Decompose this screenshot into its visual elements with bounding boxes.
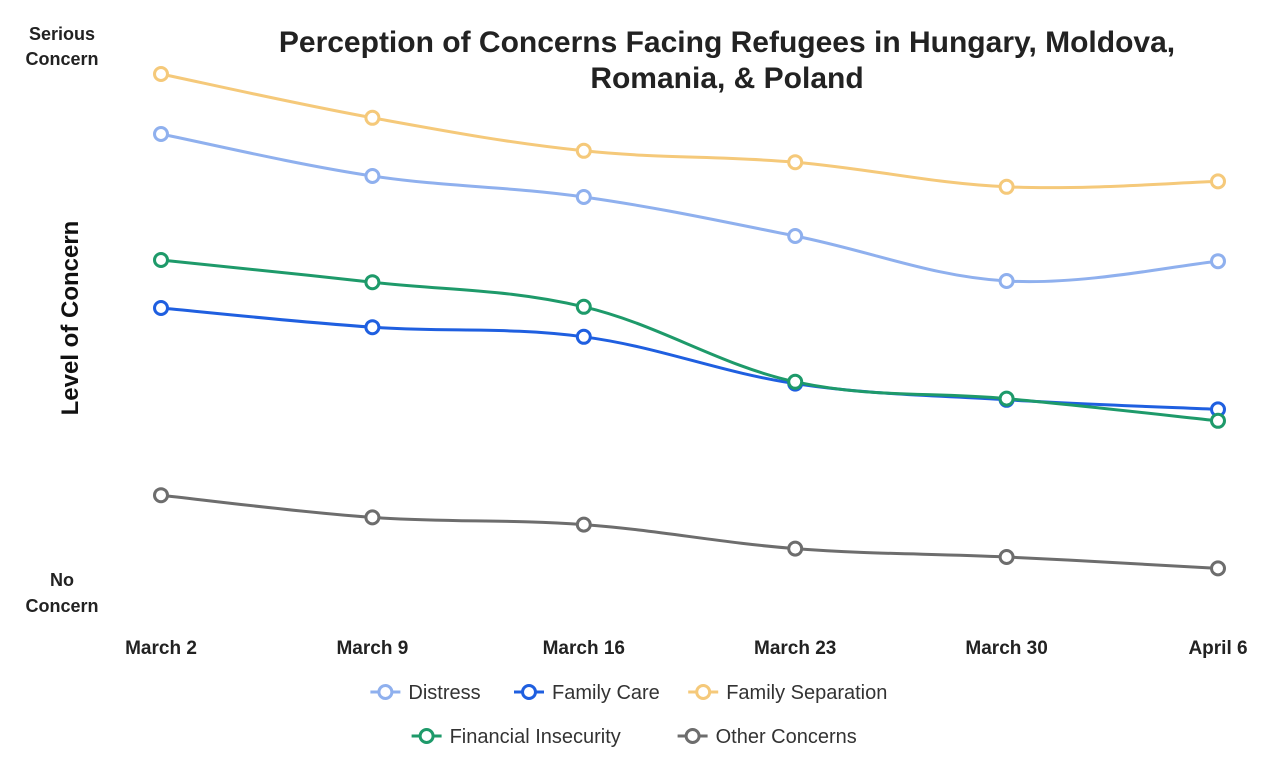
- y-bottom-label-line-1: No: [50, 570, 74, 590]
- x-axis-ticks: March 2 March 9 March 16 March 23 March 30 Ap…: [125, 638, 1247, 659]
- y-top-label-line-1: Serious: [29, 24, 95, 44]
- y-axis-title: Level of Concern: [57, 221, 84, 416]
- legend: Distress Family Care Family Separation Fina…: [370, 682, 887, 748]
- series-lines: [159, 72, 1220, 570]
- legend-label: Other Concerns: [716, 726, 857, 748]
- legend-label: Family Care: [552, 682, 660, 704]
- chart-title-line-1: Perception of Concerns Facing Refugees i…: [279, 26, 1175, 59]
- data-point-financial-insecurity: [998, 390, 1015, 407]
- legend-item-other-concerns[interactable]: Other Concerns: [677, 726, 857, 748]
- data-point-family-care: [364, 319, 381, 336]
- data-point-distress: [998, 273, 1015, 289]
- data-point-other-concerns: [153, 487, 169, 504]
- series-line-family-care: [159, 306, 1220, 411]
- data-point-distress: [575, 189, 592, 205]
- series-line-other-concerns: [159, 493, 1220, 570]
- data-point-financial-insecurity: [575, 298, 592, 315]
- x-tick-label: March 30: [965, 638, 1047, 659]
- legend-item-family-separation[interactable]: Family Separation: [688, 682, 887, 704]
- data-point-family-care: [153, 300, 169, 316]
- data-point-financial-insecurity: [1210, 412, 1226, 429]
- series-line-family-separation: [159, 72, 1220, 190]
- y-bottom-label-line-2: Concern: [25, 596, 98, 616]
- legend-item-financial-insecurity[interactable]: Financial Insecurity: [411, 726, 621, 748]
- chart-title: Perception of Concerns Facing Refugees i…: [279, 26, 1175, 95]
- data-point-family-separation: [787, 154, 804, 171]
- data-point-family-separation: [364, 109, 381, 126]
- x-tick-label: March 23: [754, 638, 836, 659]
- series-line-financial-insecurity: [159, 258, 1220, 423]
- legend-label: Distress: [408, 682, 480, 704]
- data-point-distress: [364, 168, 381, 184]
- data-point-financial-insecurity: [364, 274, 381, 291]
- data-point-financial-insecurity: [153, 252, 169, 268]
- legend-item-family-care[interactable]: Family Care: [514, 682, 660, 704]
- x-tick-label: March 16: [543, 638, 625, 659]
- data-point-financial-insecurity: [787, 373, 804, 390]
- data-point-family-separation: [1210, 173, 1226, 190]
- data-point-other-concerns: [1210, 560, 1226, 577]
- x-tick-label: April 6: [1188, 638, 1247, 659]
- legend-swatch-marker: [521, 684, 537, 700]
- data-point-family-separation: [998, 178, 1015, 195]
- data-point-other-concerns: [998, 549, 1015, 565]
- data-point-distress: [153, 126, 169, 142]
- data-point-family-separation: [153, 66, 169, 82]
- data-point-other-concerns: [575, 516, 592, 533]
- chart-title-line-2: Romania, & Poland: [590, 62, 863, 95]
- data-point-family-separation: [575, 142, 592, 159]
- series-line-distress: [159, 132, 1220, 284]
- x-tick-label: March 9: [336, 638, 408, 659]
- data-point-other-concerns: [787, 540, 804, 557]
- legend-swatch-marker: [684, 728, 701, 744]
- legend-swatch-marker: [418, 728, 435, 744]
- data-point-distress: [1210, 253, 1226, 270]
- legend-label: Family Separation: [726, 682, 887, 704]
- series-markers: [153, 66, 1226, 577]
- x-tick-label: March 2: [125, 638, 197, 659]
- y-axis-bottom-label: No Concern: [25, 570, 98, 616]
- y-top-label-line-2: Concern: [25, 49, 98, 69]
- y-axis-top-label: Serious Concern: [25, 24, 98, 69]
- data-point-other-concerns: [364, 509, 381, 526]
- data-point-family-care: [575, 328, 592, 345]
- legend-swatch-marker: [695, 684, 712, 700]
- legend-item-distress[interactable]: Distress: [370, 682, 481, 704]
- legend-swatch-marker: [377, 684, 394, 700]
- legend-label: Financial Insecurity: [450, 726, 621, 748]
- data-point-distress: [787, 228, 804, 244]
